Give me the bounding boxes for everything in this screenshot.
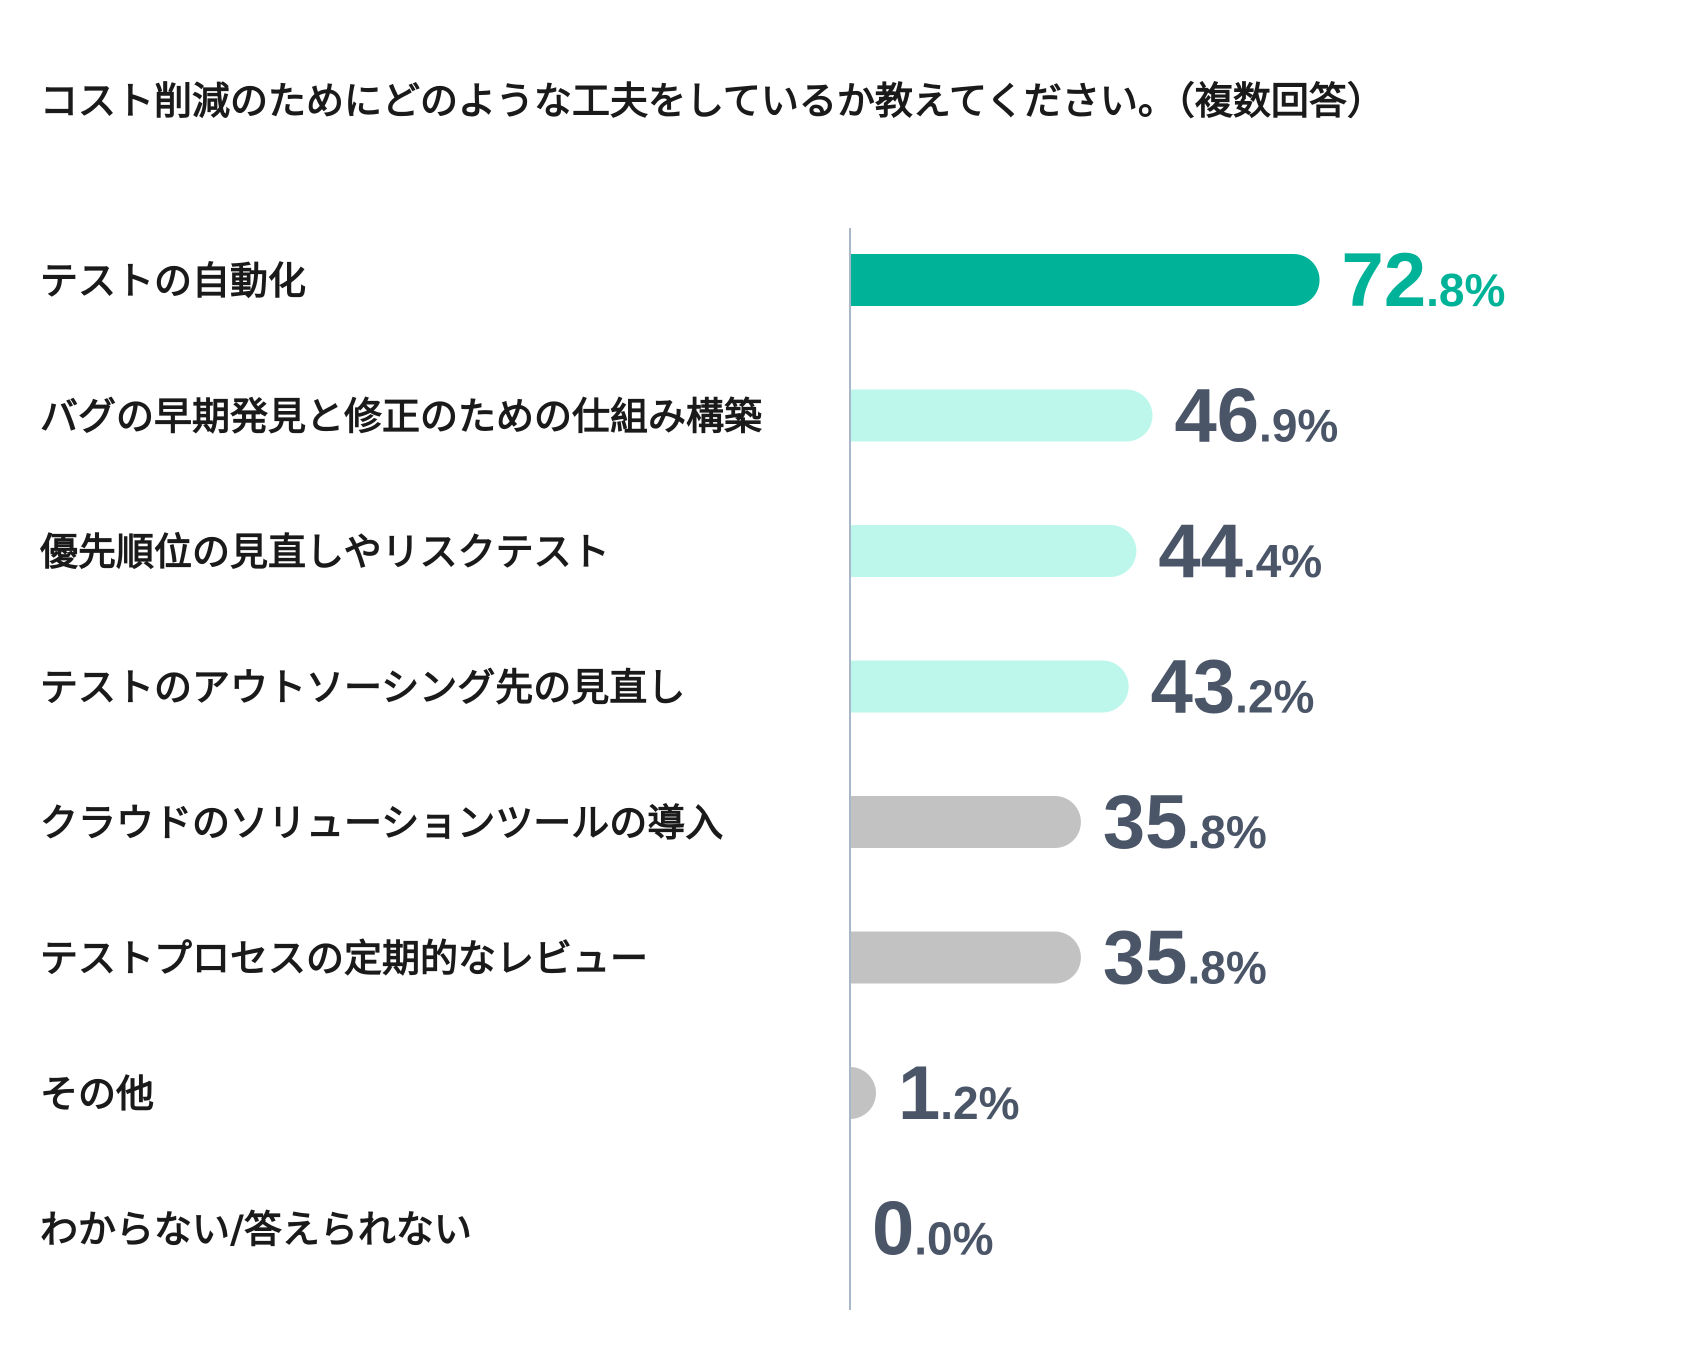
bar xyxy=(850,525,1137,577)
category-label: クラウドのソリューションツールの導入 xyxy=(40,801,723,845)
data-label: 43.2% xyxy=(1151,645,1315,730)
data-label-decimal: .2% xyxy=(940,1077,1019,1129)
bar xyxy=(850,389,1153,442)
category-label: テストの自動化 xyxy=(40,259,306,303)
data-label-decimal: .8% xyxy=(1187,806,1266,858)
data-label-integer: 43 xyxy=(1151,645,1236,730)
data-label-decimal: .0% xyxy=(914,1213,993,1265)
data-label: 35.8% xyxy=(1103,780,1267,865)
data-label-integer: 35 xyxy=(1103,916,1188,1001)
category-label: その他 xyxy=(40,1072,154,1116)
data-label-decimal: .9% xyxy=(1259,400,1338,452)
data-label-decimal: .2% xyxy=(1235,671,1314,723)
data-label: 0.0% xyxy=(872,1187,994,1272)
category-label: 優先順位の見直しやリスクテスト xyxy=(39,530,610,574)
data-label-integer: 46 xyxy=(1175,374,1260,459)
data-label-decimal: .8% xyxy=(1187,942,1266,994)
data-label-integer: 72 xyxy=(1342,238,1427,323)
data-label-integer: 0 xyxy=(872,1187,914,1272)
bar xyxy=(850,931,1081,984)
category-label: テストのアウトソーシング先の見直し xyxy=(40,666,685,710)
bar xyxy=(850,1067,876,1119)
data-label: 35.8% xyxy=(1103,916,1267,1001)
bar xyxy=(850,796,1081,848)
bar xyxy=(850,660,1129,713)
data-label: 1.2% xyxy=(898,1051,1020,1136)
chart-title: コスト削減のためにどのような工夫をしているか教えてください。（複数回答） xyxy=(40,79,1385,123)
data-label: 72.8% xyxy=(1342,238,1506,323)
data-label: 46.9% xyxy=(1175,374,1339,459)
category-label: バグの早期発見と修正のための仕組み構築 xyxy=(40,395,763,439)
bar xyxy=(850,254,1320,306)
data-label-integer: 44 xyxy=(1158,509,1243,594)
data-label-decimal: .8% xyxy=(1426,264,1505,316)
category-label: テストプロセスの定期的なレビュー xyxy=(40,937,648,981)
data-label-integer: 35 xyxy=(1103,780,1188,865)
category-label: わからない/答えられない xyxy=(40,1208,472,1252)
data-label: 44.4% xyxy=(1158,509,1322,594)
data-label-integer: 1 xyxy=(898,1051,940,1136)
data-label-decimal: .4% xyxy=(1243,535,1322,587)
